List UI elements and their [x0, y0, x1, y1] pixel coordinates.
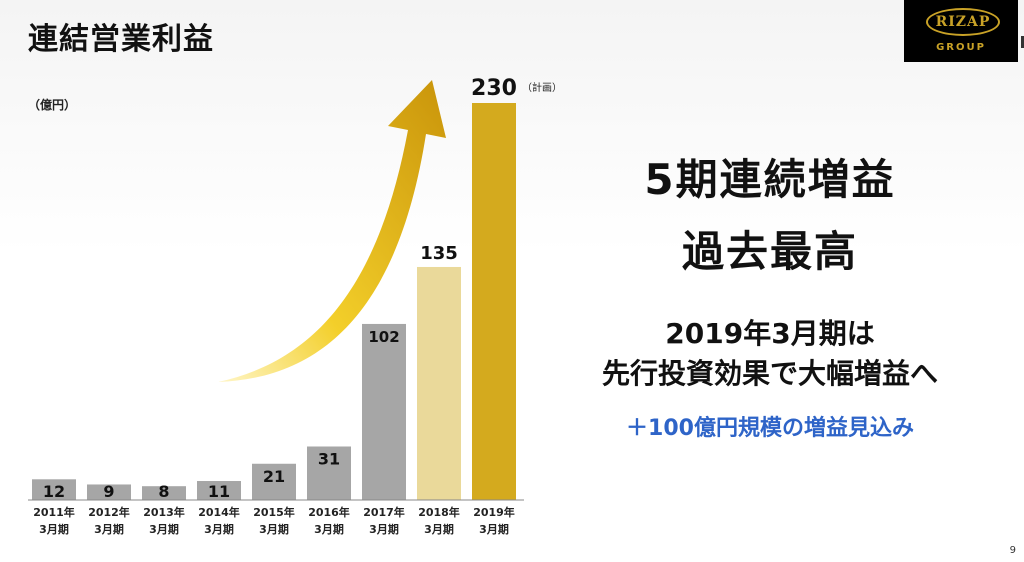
category-label-2011年-0: 2011年: [33, 505, 75, 519]
category-label-2017年-1: 3月期: [369, 522, 399, 536]
headline-consecutive-growth: 5期連続増益: [644, 155, 896, 204]
value-label-2012年: 9: [103, 482, 114, 501]
value-label-2017年: 102: [368, 328, 399, 346]
company-logo: RIZAP GROUP: [904, 0, 1018, 62]
bar-2011年: [32, 479, 76, 500]
bar-2012年: [87, 484, 131, 500]
category-label-2018年-0: 2018年: [418, 505, 460, 519]
value-label-2015年: 21: [263, 467, 285, 486]
category-label-2019年-0: 2019年: [473, 505, 515, 519]
page-title: 連結営業利益: [28, 22, 214, 57]
category-label-2016年-0: 2016年: [308, 505, 350, 519]
headline-profit-increase: ＋100億円規模の増益見込み: [626, 416, 914, 441]
bar-2018年: [417, 266, 461, 500]
operating-profit-chart: 12 2011年 3月期 9 2012年 3月期 8 2013年 3月期 11 2014年 3月期 21…: [28, 76, 560, 536]
category-label-2013年-1: 3月期: [149, 522, 179, 536]
category-label-2015年-0: 2015年: [253, 505, 295, 519]
value-label-2013年: 8: [158, 482, 169, 501]
category-label-2011年-1: 3月期: [39, 522, 69, 536]
unit-label: （億円）: [28, 98, 77, 112]
bar-2013年: [142, 486, 186, 500]
headline-fy2019: 2019年3月期は: [665, 317, 875, 350]
value-label-2011年: 12: [43, 482, 65, 501]
bar-2019年: [472, 103, 516, 500]
value-label-2014年: 11: [208, 482, 230, 501]
category-label-2012年-1: 3月期: [94, 522, 124, 536]
headline-record-high: 過去最高: [681, 227, 858, 276]
logo-subtext: GROUP: [936, 42, 986, 53]
bar-2017年: [362, 323, 406, 500]
category-label-2012年-0: 2012年: [88, 505, 130, 519]
value-label-2018年: 135: [420, 243, 458, 264]
value-label-2019年: 230: [471, 76, 517, 101]
category-label-2014年-1: 3月期: [204, 522, 234, 536]
category-label-2018年-1: 3月期: [424, 522, 454, 536]
headline-investment-effect: 先行投資効果で大幅増益へ: [601, 357, 938, 390]
category-label-2019年-1: 3月期: [479, 522, 509, 536]
logo-mark: RIZAP: [926, 8, 1000, 36]
bar-2015年: [252, 463, 296, 500]
category-label-2016年-1: 3月期: [314, 522, 344, 536]
value-label-2016年: 31: [318, 449, 340, 468]
category-label-2014年-0: 2014年: [198, 505, 240, 519]
bar-2014年: [197, 481, 241, 500]
bar-2016年: [307, 446, 351, 500]
category-label-2013年-0: 2013年: [143, 505, 185, 519]
category-label-2017年-0: 2017年: [363, 505, 405, 519]
category-label-2015年-1: 3月期: [259, 522, 289, 536]
plan-note: （計画）: [522, 81, 560, 94]
page-number: 9: [1009, 545, 1016, 556]
growth-arrow: [218, 80, 446, 382]
edge-marker: [1021, 36, 1024, 48]
